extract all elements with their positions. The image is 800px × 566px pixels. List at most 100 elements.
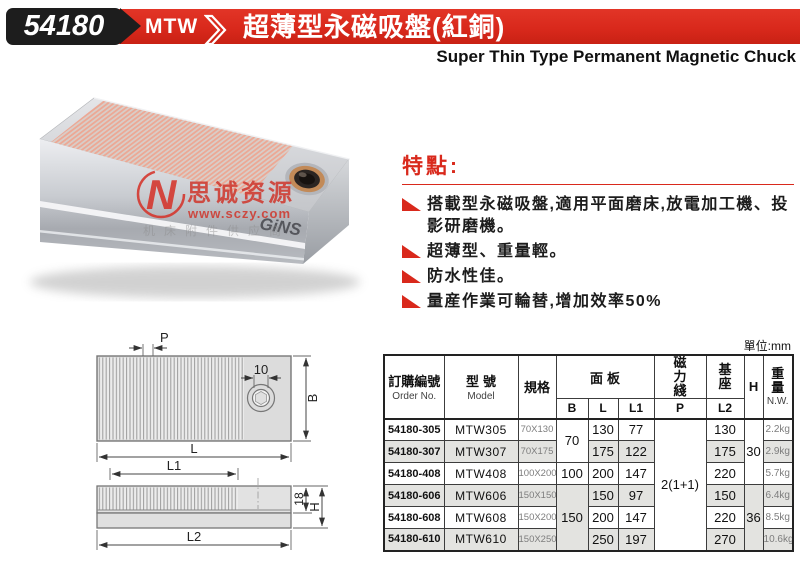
cell-order: 54180-606 (383, 484, 445, 507)
dim-label-l: L (190, 441, 197, 456)
badge-arrow-icon (120, 8, 141, 44)
top-edge-highlight (93, 97, 350, 160)
cell-l2: 220 (705, 506, 745, 529)
cell-model: MTW608 (443, 506, 519, 529)
col-header-l1: L1 (617, 398, 655, 419)
watermark-tagline: 机床附件供应商 (143, 223, 290, 238)
triangle-bullet-icon (402, 198, 421, 211)
dim-label-l1: L1 (167, 458, 181, 473)
triangle-bullet-icon (402, 270, 421, 283)
cell-l: 150 (587, 484, 619, 507)
cell-nw: 10.6kg (762, 528, 794, 551)
cell-spec: 150X200 (517, 506, 557, 529)
spec-table: 訂購編號 Order No. 型號 Model 規格 面板 磁力綫 基座 H 重… (383, 354, 795, 552)
feature-item: 防水性佳。 (402, 266, 794, 288)
feature-item: 搭載型永磁吸盤,適用平面磨床,放電加工機、投影研磨機。 (402, 194, 794, 238)
chuck-front-face (40, 139, 309, 264)
cell-model: MTW606 (443, 484, 519, 507)
table-row: 54180-606 MTW606 150X150 150 150 97 150 … (383, 484, 794, 551)
watermark: N 思诚资源 www.sczy.com 机床附件供应商 (136, 169, 295, 238)
cell-nw: 6.4kg (762, 484, 794, 507)
cell-nw: 5.7kg (762, 462, 794, 485)
cell-order: 54180-305 (383, 417, 445, 441)
dim-label-10: 10 (254, 362, 268, 377)
col-header-panel: 面板 (555, 354, 655, 399)
series-label: MTW (145, 15, 199, 38)
product-shadow (30, 266, 360, 298)
cell-order: 54180-307 (383, 440, 445, 463)
cell-l2: 150 (705, 484, 745, 507)
col-header-model-en: Model (467, 391, 495, 403)
cell-order: 54180-610 (383, 528, 445, 551)
cell-l1: 97 (617, 484, 655, 507)
cell-l2: 130 (705, 417, 745, 441)
cell-l: 200 (587, 462, 619, 485)
watermark-name: 思诚资源 (187, 180, 295, 207)
cell-p: 2(1+1) (653, 417, 707, 551)
dim-label-h: H (307, 502, 322, 511)
cell-spec: 150X150 (517, 484, 557, 507)
col-header-p: P (653, 398, 707, 419)
table-row: 54180-608 MTW608 150X200 200 147 220 8.5… (383, 506, 794, 529)
col-header-weight-zh: 重量 (771, 365, 785, 395)
cell-model: MTW307 (443, 440, 519, 463)
cell-order: 54180-408 (383, 462, 445, 485)
col-header-order: 訂購編號 Order No. (383, 354, 445, 419)
watermark-letter: N (146, 171, 178, 218)
feature-text: 超薄型、重量輕。 (427, 243, 568, 260)
cell-model: MTW408 (443, 462, 519, 485)
feature-text: 量産作業可輪替,增加效率50% (427, 293, 662, 310)
side-view-poles (99, 487, 238, 510)
table-row: 54180-307 MTW307 70X175 175 122 175 2.9k… (383, 440, 794, 463)
col-header-base-zh: 基座 (718, 362, 732, 391)
col-header-base: 基座 (705, 354, 745, 399)
dim-label-p: P (160, 331, 169, 345)
cell-l2: 220 (705, 462, 745, 485)
col-header-l: L (587, 398, 619, 419)
feature-item: 超薄型、重量輕。 (402, 241, 794, 263)
triangle-bullet-icon (402, 295, 421, 308)
top-view-poles (99, 357, 244, 440)
magnetic-pole-stripes (51, 100, 293, 196)
col-header-l2: L2 (705, 398, 745, 419)
cell-model: MTW305 (443, 417, 519, 441)
feature-text: 防水性佳。 (427, 268, 515, 285)
front-groove-line (40, 201, 305, 249)
cell-nw: 8.5kg (762, 506, 794, 529)
col-header-order-en: Order No. (392, 391, 437, 403)
page-title-zh: 超薄型永磁吸盤(紅銅) (243, 12, 506, 42)
cell-h: 30 (743, 417, 764, 485)
cell-l1: 147 (617, 506, 655, 529)
cell-l1: 122 (617, 440, 655, 463)
dim-label-b: B (305, 394, 320, 403)
watermark-url: www.sczy.com (187, 206, 291, 221)
dim-label-18: 18 (292, 492, 306, 506)
feature-text: 搭載型永磁吸盤,適用平面磨床,放電加工機、投影研磨機。 (427, 196, 789, 235)
cell-b: 150 (555, 484, 589, 551)
table-row: 54180-610 MTW610 150X250 250 197 270 10.… (383, 528, 794, 551)
cell-h: 36 (743, 484, 764, 551)
front-groove-line2 (40, 230, 304, 261)
table-row: 54180-305 MTW305 70X130 70 130 77 2(1+1)… (383, 417, 794, 551)
chuck-right-face (303, 159, 349, 264)
cell-l1: 77 (617, 417, 655, 441)
col-header-model-zh: 型號 (465, 374, 500, 390)
col-header-b: B (555, 398, 589, 419)
col-header-h: H (743, 354, 764, 419)
cell-b: 100 (555, 462, 589, 485)
col-header-weight: 重量 N.W. (762, 354, 794, 419)
cell-nw: 2.9kg (762, 440, 794, 463)
cell-nw: 2.2kg (762, 417, 794, 441)
cell-l2: 175 (705, 440, 745, 463)
hex-socket (254, 391, 268, 405)
cell-spec: 70X175 (517, 440, 557, 463)
product-code-badge (6, 8, 122, 45)
cell-l: 130 (587, 417, 619, 441)
cell-l1: 147 (617, 462, 655, 485)
col-header-order-zh: 訂購編號 (388, 374, 441, 390)
cell-l1: 197 (617, 528, 655, 551)
features-divider (402, 184, 794, 185)
features-section: 特點: 搭載型永磁吸盤,適用平面磨床,放電加工機、投影研磨機。 超薄型、重量輕。… (402, 150, 794, 316)
col-header-spec: 規格 (517, 354, 557, 419)
